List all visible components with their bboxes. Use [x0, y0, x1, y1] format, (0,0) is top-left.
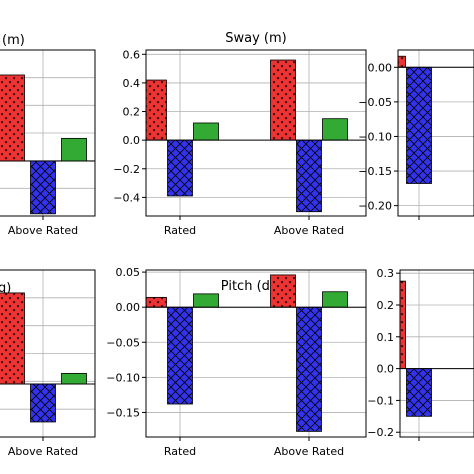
bar: [322, 118, 348, 141]
x-tick-label: Above Rated: [8, 445, 78, 458]
bar: [322, 291, 348, 308]
bar: [167, 306, 193, 405]
y-tick-label: −0.15: [106, 406, 140, 419]
y-tick-label: −0.10: [106, 371, 140, 384]
bar: [0, 74, 25, 162]
axes-frame: [145, 269, 367, 438]
bar: [400, 280, 406, 370]
y-tick-label: 0.1: [377, 331, 395, 344]
bar: [270, 59, 296, 141]
y-tick-label: −0.10: [358, 130, 392, 143]
bar: [270, 274, 296, 308]
y-tick-label: −0.2: [113, 163, 140, 176]
bar: [296, 139, 322, 213]
panel-title: g): [0, 281, 11, 296]
bar: [167, 139, 193, 197]
y-tick-label: −0.15: [358, 165, 392, 178]
bar: [398, 55, 406, 68]
bar: [193, 293, 219, 308]
y-tick-label: −0.20: [358, 200, 392, 213]
plot-area: Above Rated: [0, 269, 96, 458]
bar: [61, 372, 87, 385]
bar: [30, 160, 56, 215]
y-tick-label: 0.3: [377, 267, 395, 280]
y-tick-label: −0.2: [367, 426, 394, 439]
x-tick-label: Above Rated: [274, 224, 344, 237]
bar: [193, 122, 219, 141]
x-tick-label: Rated: [164, 445, 196, 458]
plot-area: Above Rated: [0, 49, 96, 237]
y-tick-label: −0.4: [113, 191, 140, 204]
plot-area: 0.05 0.00 −0.05 −0.10 −0.15 Rated Above Rated: [106, 266, 367, 458]
panel-top-right: 0.00 −0.05 −0.10 −0.15 −0.20: [358, 49, 474, 220]
y-tick-label: 0.2: [377, 299, 395, 312]
bar: [406, 368, 432, 417]
panel-bottom-left: g) Above Rated: [0, 269, 96, 458]
bar: [61, 137, 87, 162]
y-tick-label: 0.2: [123, 106, 141, 119]
y-tick-label: 0.0: [377, 363, 395, 376]
panel-top-left: (m) Above Rated: [0, 33, 96, 237]
panel-title: Sway (m): [225, 31, 286, 46]
panel-top-middle: Sway (m) 0.6 0.4 0.2 0.0 −0.2 −0.4 Rated Above …: [113, 31, 367, 237]
bar: [0, 292, 25, 385]
y-tick-label: 0.00: [368, 61, 393, 74]
y-tick-label: −0.05: [106, 336, 140, 349]
y-tick-label: −0.05: [358, 96, 392, 109]
panel-title: (m): [2, 33, 25, 48]
panel-bottom-right: 0.3 0.2 0.1 0.0 −0.1 −0.2: [367, 267, 474, 441]
y-tick-label: 0.0: [123, 134, 141, 147]
bar: [30, 383, 56, 423]
panel-bottom-middle: Pitch (deg) 0.050.00−0.05−0.10−0.15Rated…: [106, 266, 367, 458]
x-tick-label: Above Rated: [8, 224, 78, 237]
plot-area: 0.3 0.2 0.1 0.0 −0.1 −0.2: [367, 267, 474, 441]
y-tick-label: 0.00: [116, 301, 141, 314]
axes-frame: [145, 49, 367, 217]
bar: [146, 296, 167, 308]
y-tick-label: 0.4: [123, 77, 141, 90]
axes-frame: [397, 49, 474, 217]
plot-area: 0.6 0.4 0.2 0.0 −0.2 −0.4 Rated Above Rated: [113, 48, 367, 237]
x-tick-label: Rated: [164, 224, 196, 237]
y-tick-label: −0.1: [367, 394, 394, 407]
bar: [406, 66, 432, 184]
y-tick-label: 0.05: [116, 266, 141, 279]
x-tick-label: Above Rated: [274, 445, 344, 458]
y-tick-label: 0.6: [123, 48, 141, 61]
plot-area: 0.00 −0.05 −0.10 −0.15 −0.20: [358, 49, 474, 220]
axes-frame: [399, 269, 474, 438]
bar: [296, 306, 322, 432]
bar: [146, 79, 167, 141]
